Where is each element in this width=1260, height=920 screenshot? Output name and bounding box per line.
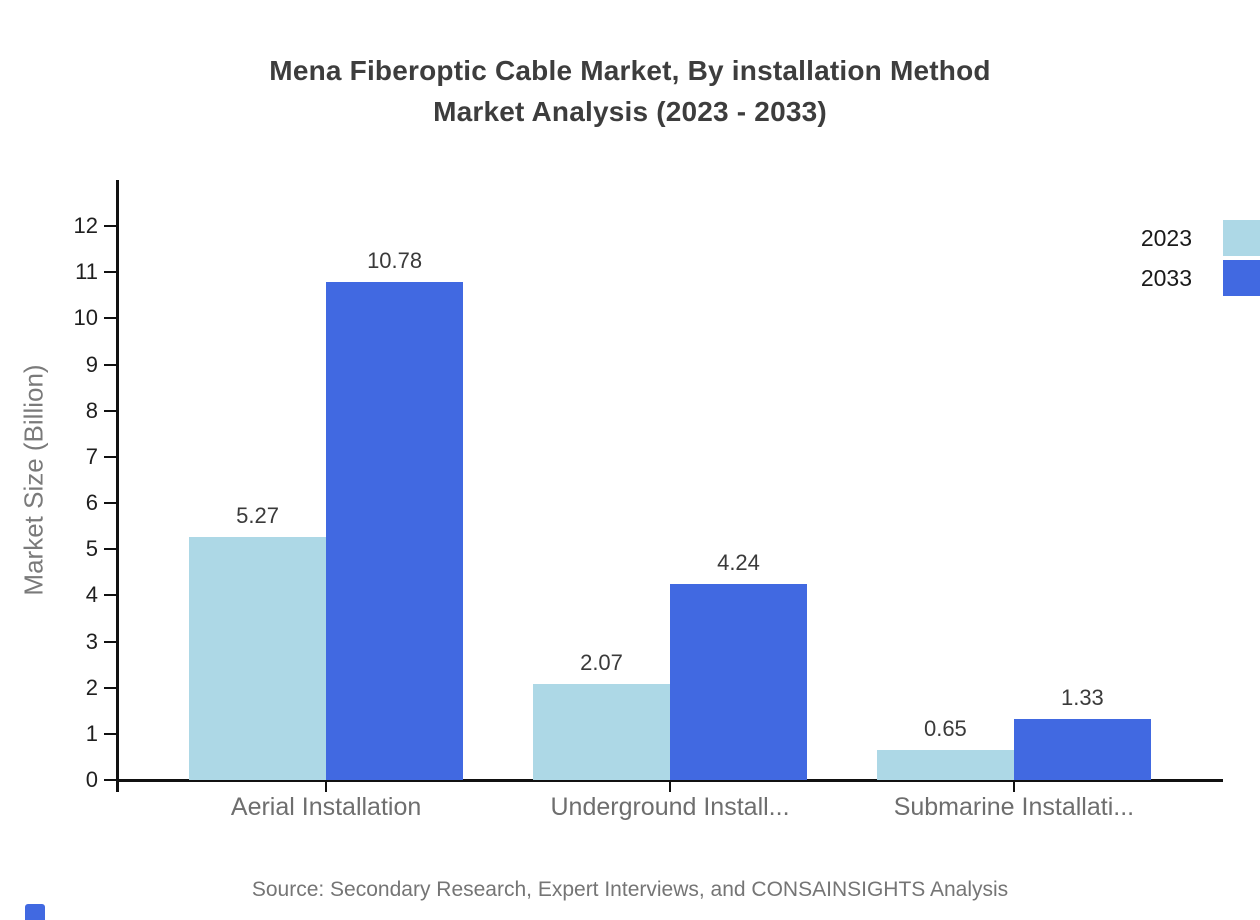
chart-title: Mena Fiberoptic Cable Market, By install… — [0, 50, 1260, 132]
y-tick-label-6: 6 — [85, 490, 98, 516]
y-tick-mark-7 — [104, 455, 116, 458]
legend: 2023 2033 — [1141, 219, 1260, 297]
y-tick-label-9: 9 — [85, 351, 98, 377]
logo-mark — [25, 904, 45, 920]
y-tick-mark-0 — [104, 779, 116, 781]
x-tick-mark-underground-install — [669, 782, 671, 792]
chart-title-line1: Mena Fiberoptic Cable Market, By install… — [269, 55, 991, 86]
x-axis-label-submarine-installati: Submarine Installati... — [893, 793, 1135, 821]
x-axis-label-aerial-installation: Aerial Installation — [230, 793, 422, 821]
y-tick-mark-2 — [104, 686, 116, 689]
bar-2033-submarine-installati — [1013, 718, 1151, 780]
legend-swatch-2023 — [1223, 220, 1260, 256]
bar-2023-aerial-installation — [189, 536, 327, 780]
x-axis-label-underground-install: Underground Install... — [550, 793, 790, 821]
bar-2023-submarine-installati — [876, 750, 1014, 780]
bar-2023-underground-install — [533, 684, 670, 780]
value-label-2033-aerial-installation: 10.78 — [367, 248, 423, 274]
legend-row-2023: 2023 — [1141, 219, 1260, 257]
x-axis-line — [116, 779, 1223, 782]
bar-2033-aerial-installation — [326, 282, 464, 780]
legend-swatch-2033 — [1223, 260, 1260, 296]
y-tick-label-2: 2 — [85, 674, 98, 700]
x-tick-mark-submarine-installati — [1012, 782, 1015, 792]
value-label-2033-submarine-installati: 1.33 — [1060, 684, 1104, 710]
y-tick-mark-10 — [104, 317, 116, 320]
y-tick-mark-6 — [104, 502, 116, 505]
y-tick-mark-9 — [104, 363, 116, 366]
source-text: Source: Secondary Research, Expert Inter… — [251, 878, 1009, 901]
y-tick-label-0: 0 — [85, 767, 98, 792]
y-tick-mark-4 — [104, 594, 116, 597]
value-label-2023-underground-install: 2.07 — [580, 650, 623, 676]
y-tick-label-7: 7 — [85, 443, 98, 469]
y-tick-label-10: 10 — [73, 305, 98, 331]
y-tick-label-5: 5 — [85, 536, 98, 562]
chart-title-line2: Market Analysis (2023 - 2033) — [433, 96, 827, 127]
y-tick-mark-1 — [104, 732, 116, 735]
bar-2033-underground-install — [670, 584, 807, 780]
value-label-2023-submarine-installati: 0.65 — [923, 716, 967, 741]
y-tick-mark-3 — [104, 640, 116, 643]
y-tick-label-8: 8 — [85, 397, 98, 423]
value-label-2033-underground-install: 4.24 — [717, 550, 760, 576]
legend-label-2033: 2033 — [1140, 264, 1192, 291]
y-tick-mark-8 — [104, 409, 116, 412]
value-label-2023-aerial-installation: 5.27 — [236, 502, 279, 528]
legend-label-2023: 2023 — [1140, 224, 1192, 251]
y-tick-label-3: 3 — [85, 628, 98, 654]
y-tick-mark-12 — [104, 225, 116, 228]
y-tick-label-4: 4 — [85, 582, 98, 608]
y-tick-label-1: 1 — [85, 720, 98, 746]
y-tick-mark-5 — [104, 548, 116, 551]
y-tick-label-12: 12 — [73, 213, 98, 239]
y-tick-mark-11 — [104, 271, 116, 274]
y-axis-line — [116, 180, 119, 792]
legend-row-2033: 2033 — [1141, 259, 1260, 297]
y-tick-label-11: 11 — [75, 259, 98, 285]
x-tick-mark-aerial-installation — [325, 782, 328, 792]
